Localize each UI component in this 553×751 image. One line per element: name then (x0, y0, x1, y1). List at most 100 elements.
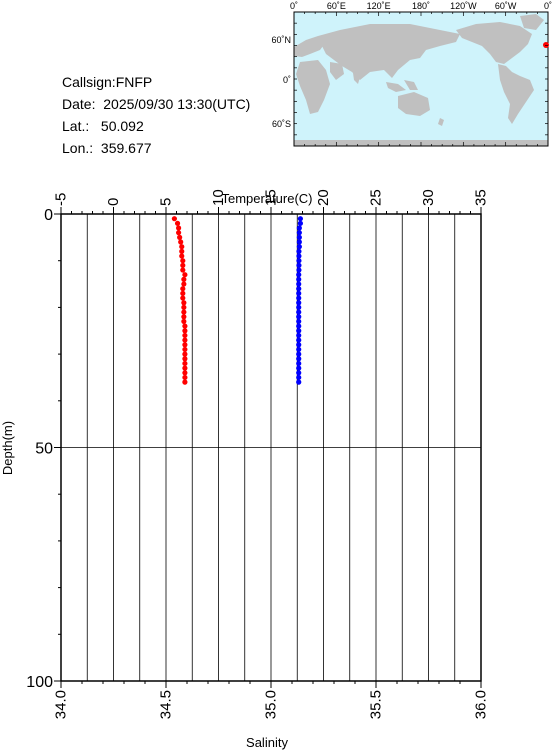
salinity-point (297, 216, 303, 222)
map-lon-label: 60˚E (327, 1, 346, 11)
salinity-point (296, 272, 302, 278)
lon-label: Lon.: (62, 140, 94, 156)
salinity-point (296, 328, 302, 334)
salinity-point (296, 276, 302, 282)
temperature-point (179, 244, 185, 250)
salinity-point (296, 314, 302, 320)
salinity-point (296, 248, 302, 254)
temperature-point (178, 239, 184, 245)
map-lon-label: 120˚E (367, 1, 391, 11)
salinity-point (296, 300, 302, 306)
salinity-point (296, 286, 302, 292)
depth-tick-label: 100 (26, 674, 53, 691)
callsign-label: Callsign: (62, 74, 116, 90)
lon-value: 359.677 (100, 140, 152, 156)
depth-axis-title: Depth(m) (0, 421, 15, 475)
temperature-point (182, 342, 188, 348)
temperature-point (180, 290, 186, 296)
temperature-tick-label: 30 (420, 189, 437, 206)
date-line: Date: 2025/09/30 13:30(UTC) (62, 93, 250, 115)
salinity-series (296, 216, 303, 385)
map-lon-label: 180˚ (412, 1, 430, 11)
map-lon-label: 60˚W (495, 1, 517, 11)
temperature-point (181, 318, 187, 325)
temperature-point (176, 225, 182, 231)
salinity-tick-labels: 34.0 34.5 35.0 35.5 36.0 (53, 690, 490, 719)
salinity-point (296, 295, 302, 301)
temperature-point (171, 216, 177, 222)
temperature-point (180, 295, 186, 301)
temperature-point (182, 356, 188, 362)
temperature-tick-label: 5 (158, 198, 175, 206)
axis-ticks (54, 207, 482, 688)
map-lat-label: 60˚N (271, 35, 291, 45)
salinity-tick-label: 34.5 (158, 690, 175, 719)
temperature-point (182, 328, 188, 334)
map-longitude-labels: 0˚ 60˚E 120˚E 180˚ 120˚W 60˚W 0˚ (290, 1, 552, 11)
salinity-tick-label: 35.5 (368, 690, 385, 719)
salinity-point (296, 258, 302, 264)
salinity-point (296, 262, 302, 268)
temperature-point (182, 370, 188, 376)
temperature-point (176, 230, 182, 236)
salinity-tick-label: 36.0 (473, 690, 490, 719)
map-lat-label: 60˚S (272, 119, 291, 129)
temperature-tick-label: 15 (263, 189, 280, 206)
temperature-tick-label: -5 (53, 193, 70, 206)
salinity-point (296, 360, 302, 367)
temperature-point (181, 281, 187, 287)
salinity-point (296, 290, 302, 296)
depth-tick-label: 0 (44, 207, 53, 224)
temperature-point (182, 332, 188, 339)
salinity-point (296, 234, 302, 240)
map-lat-label: 0˚ (283, 75, 291, 85)
temperature-point (180, 262, 186, 268)
date-label: Date: (62, 96, 96, 112)
temperature-point (182, 337, 188, 343)
temperature-point (182, 272, 188, 278)
salinity-tick-label: 35.0 (263, 690, 280, 719)
salinity-point (296, 267, 302, 273)
plot-grid (61, 214, 481, 681)
lat-label: Lat.: (62, 118, 90, 134)
salinity-point (296, 351, 302, 357)
temperature-tick-labels: -5 0 5 10 15 20 25 30 35 (53, 189, 490, 206)
salinity-axis-title: Salinity (246, 735, 288, 750)
world-map: 0˚ 60˚E 120˚E 180˚ 120˚W 60˚W 0˚ 60˚N 0˚ 60˚S (271, 1, 552, 147)
temperature-tick-label: 10 (210, 189, 227, 206)
temperature-point (182, 360, 188, 367)
temperature-tick-label: 0 (105, 198, 122, 206)
temperature-point (182, 351, 188, 357)
temperature-point (181, 276, 187, 282)
temperature-point (177, 234, 183, 240)
salinity-point (296, 230, 302, 236)
salinity-point (296, 365, 302, 371)
map-lon-label: 0˚ (544, 1, 552, 11)
lat-value: 50.092 (100, 118, 144, 134)
temperature-point (182, 379, 188, 385)
temperature-point (181, 304, 187, 310)
salinity-point (296, 337, 302, 343)
temperature-point (179, 248, 185, 254)
temperature-axis-title: Temperature(C) (221, 191, 312, 206)
salinity-tick-label: 34.0 (53, 690, 70, 719)
temperature-point (182, 374, 188, 381)
date-value: 2025/09/30 13:30(UTC) (103, 96, 251, 112)
callsign-value: FNFP (115, 74, 153, 90)
temperature-point (174, 220, 181, 226)
lat-line: Lat.: 50.092 (62, 115, 250, 137)
map-lon-label: 120˚W (450, 1, 477, 11)
lon-line: Lon.: 359.677 (62, 137, 250, 159)
temperature-point (181, 309, 187, 315)
salinity-point (296, 318, 302, 325)
station-info: Callsign:FNFP Date: 2025/09/30 13:30(UTC… (62, 71, 250, 159)
salinity-point (296, 370, 302, 376)
temperature-tick-label: 35 (473, 189, 490, 206)
station-location-marker (543, 42, 549, 48)
salinity-point (296, 323, 302, 329)
salinity-point (296, 374, 302, 381)
temperature-point (182, 346, 188, 353)
salinity-point (296, 304, 302, 310)
map-land (294, 14, 548, 146)
